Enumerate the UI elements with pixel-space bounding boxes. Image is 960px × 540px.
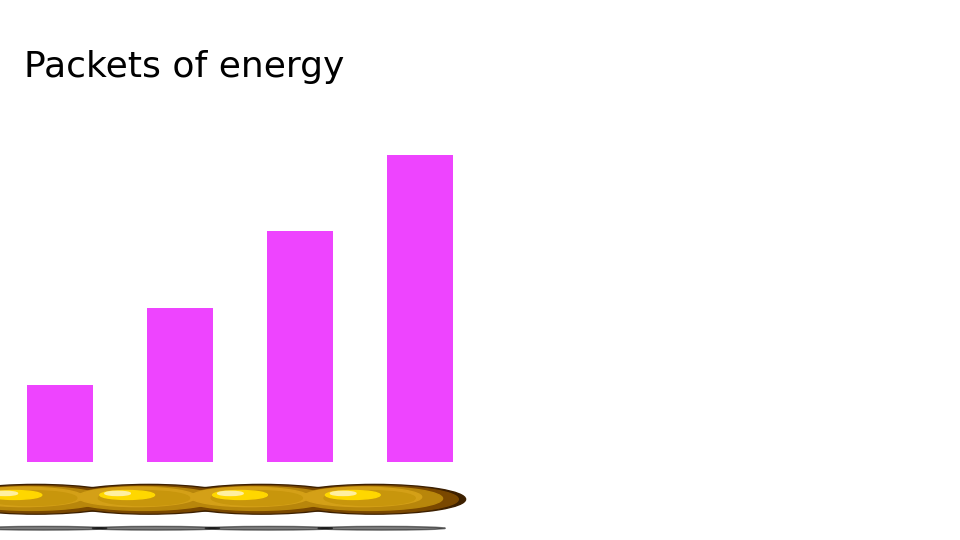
Circle shape <box>0 491 77 505</box>
Bar <box>27 385 93 462</box>
Circle shape <box>0 487 84 507</box>
Circle shape <box>0 490 42 500</box>
Circle shape <box>100 490 155 500</box>
Text: You can see the different energy
levels of the electron orbits.: You can see the different energy levels … <box>532 311 908 359</box>
Circle shape <box>325 490 380 500</box>
Circle shape <box>291 485 458 513</box>
Ellipse shape <box>204 526 332 530</box>
Circle shape <box>303 487 421 507</box>
Bar <box>387 154 453 462</box>
Circle shape <box>211 491 302 505</box>
Circle shape <box>190 487 309 507</box>
Circle shape <box>170 484 352 514</box>
Circle shape <box>58 484 240 514</box>
Circle shape <box>297 487 443 510</box>
Circle shape <box>330 491 356 496</box>
Circle shape <box>283 484 466 514</box>
Circle shape <box>0 484 127 514</box>
Circle shape <box>0 487 105 510</box>
Circle shape <box>78 487 196 507</box>
Ellipse shape <box>0 526 107 530</box>
Ellipse shape <box>318 526 445 530</box>
Ellipse shape <box>92 526 220 530</box>
Circle shape <box>0 485 120 513</box>
Circle shape <box>65 485 232 513</box>
Bar <box>267 231 333 462</box>
Circle shape <box>71 487 217 510</box>
Circle shape <box>0 491 17 496</box>
Bar <box>147 308 213 462</box>
Circle shape <box>218 491 243 496</box>
Text: Packets of energy: Packets of energy <box>24 50 345 84</box>
Text: They are like flight of stairs: They are like flight of stairs <box>543 413 897 433</box>
Circle shape <box>183 487 330 510</box>
Text: The best way to visualise the energy
levels in electron
orbits is to use the pac: The best way to visualise the energy lev… <box>509 176 931 252</box>
Circle shape <box>105 491 131 496</box>
Circle shape <box>324 491 415 505</box>
Circle shape <box>98 491 189 505</box>
Circle shape <box>178 485 346 513</box>
Circle shape <box>212 490 267 500</box>
